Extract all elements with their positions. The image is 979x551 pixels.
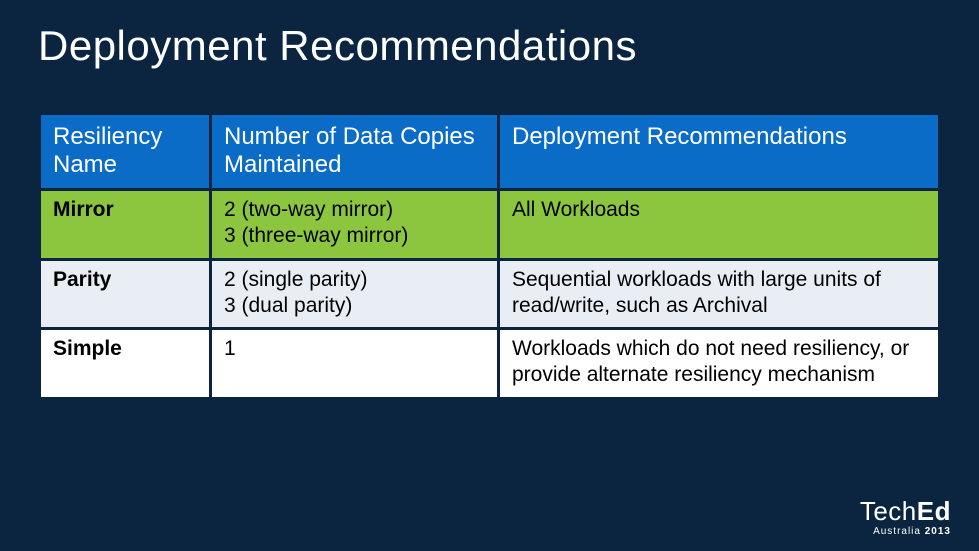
- slide-title: Deployment Recommendations: [38, 22, 941, 70]
- col-header-recommendation: Deployment Recommendations: [500, 115, 938, 188]
- table-row: Simple 1 Workloads which do not need res…: [41, 330, 938, 397]
- cell-recommendation: Sequential workloads with large units of…: [500, 261, 938, 328]
- cell-copies: 2 (single parity) 3 (dual parity): [212, 261, 497, 328]
- brand-region: Australia: [873, 526, 921, 537]
- brand-suffix: Ed: [917, 496, 951, 526]
- brand-prefix: Tech: [860, 496, 917, 526]
- cell-recommendation: Workloads which do not need resiliency, …: [500, 330, 938, 397]
- brand-subline: Australia 2013: [860, 526, 951, 537]
- cell-recommendation: All Workloads: [500, 191, 938, 258]
- col-header-copies: Number of Data Copies Maintained: [212, 115, 497, 188]
- footer: TechEd Australia 2013: [860, 498, 951, 537]
- cell-copies: 1: [212, 330, 497, 397]
- cell-name: Mirror: [41, 191, 209, 258]
- brand-year: 2013: [925, 526, 951, 537]
- brand-logo: TechEd: [860, 498, 951, 524]
- col-header-resiliency: Resiliency Name: [41, 115, 209, 188]
- recommendations-table: Resiliency Name Number of Data Copies Ma…: [38, 112, 941, 400]
- cell-name: Simple: [41, 330, 209, 397]
- cell-copies: 2 (two-way mirror) 3 (three-way mirror): [212, 191, 497, 258]
- slide: Deployment Recommendations Resiliency Na…: [0, 0, 979, 551]
- table-header-row: Resiliency Name Number of Data Copies Ma…: [41, 115, 938, 188]
- cell-name: Parity: [41, 261, 209, 328]
- table-row: Parity 2 (single parity) 3 (dual parity)…: [41, 261, 938, 328]
- table-row: Mirror 2 (two-way mirror) 3 (three-way m…: [41, 191, 938, 258]
